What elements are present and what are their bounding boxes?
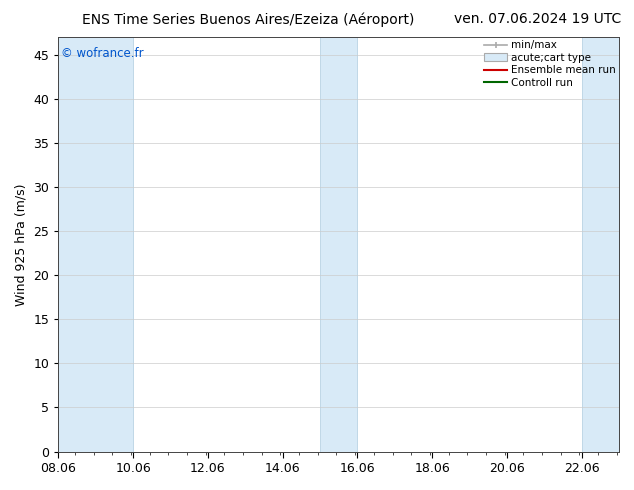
Bar [320, 37, 358, 452]
Bar [581, 37, 619, 452]
Text: © wofrance.fr: © wofrance.fr [61, 48, 144, 60]
Legend: min/max, acute;cart type, Ensemble mean run, Controll run: min/max, acute;cart type, Ensemble mean … [482, 38, 618, 90]
Bar [58, 37, 133, 452]
Text: ENS Time Series Buenos Aires/Ezeiza (Aéroport): ENS Time Series Buenos Aires/Ezeiza (Aér… [82, 12, 415, 27]
Y-axis label: Wind 925 hPa (m/s): Wind 925 hPa (m/s) [15, 183, 28, 306]
Text: ven. 07.06.2024 19 UTC: ven. 07.06.2024 19 UTC [454, 12, 621, 26]
